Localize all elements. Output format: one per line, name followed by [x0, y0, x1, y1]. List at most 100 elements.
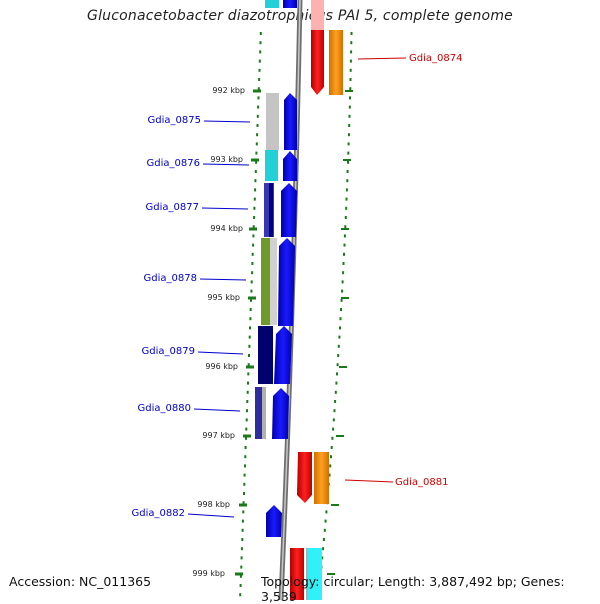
scale-dot-left [244, 464, 246, 468]
scale-dot-left [245, 427, 248, 431]
scale-dot-left [252, 243, 255, 247]
scale-dot-right [345, 188, 348, 192]
scale-dot-left [257, 96, 260, 100]
scale-dot-right [345, 197, 348, 201]
scale-dot-left [251, 271, 254, 275]
scale-dot-right [321, 556, 324, 560]
gene-arrow-gdia-0881 [297, 452, 312, 503]
scale-dot-left [248, 344, 251, 348]
gene-label-gdia-0879: Gdia_0879 [142, 346, 195, 357]
gene-arrow-bottom-red [290, 548, 304, 600]
scale-dot-left [258, 78, 261, 81]
scale-dot-right [340, 308, 342, 311]
cog-box-gdia-0881 [314, 452, 329, 504]
scale-dot-right [349, 59, 352, 63]
scale-dot-left [241, 519, 244, 523]
scale-dot-left [240, 565, 243, 569]
scale-dot-left [242, 501, 245, 505]
scale-dot-right [348, 124, 351, 127]
scale-dot-right [346, 179, 349, 183]
scale-dot-right [323, 528, 326, 532]
scale-dot-left [253, 206, 256, 210]
gene-arrow-gdia-0880 [272, 388, 289, 439]
scale-dot-right [341, 280, 344, 284]
scale-dot-right [342, 271, 345, 275]
scale-dot-left [247, 372, 250, 376]
scale-dot-right [341, 289, 344, 293]
scale-dot-right [330, 446, 333, 449]
reverse-genes [266, 0, 297, 537]
gene-label-gdia-0874: Gdia_0874 [409, 53, 462, 64]
scale-dot-right [333, 409, 336, 413]
scale-dot-right [350, 50, 353, 54]
scale-dot-right [344, 225, 347, 229]
scale-dot-left [255, 142, 258, 146]
scale-dot-left [253, 216, 256, 219]
gene-arrow-gdia-0882 [266, 505, 282, 537]
scale-dot-left [259, 32, 262, 35]
scale-dot-left [258, 68, 261, 72]
gene-label-gdia-0880: Gdia_0880 [138, 403, 191, 414]
scale-dots [239, 32, 353, 597]
scale-dot-right [343, 243, 346, 247]
scale-dot-right [329, 464, 332, 468]
right-gene-labels: Gdia_0874 Gdia_0881 [344, 53, 462, 488]
scale-dot-left [252, 234, 255, 238]
scale-dot-right [335, 381, 338, 385]
accession-text: Accession: NC_011365 [9, 574, 152, 589]
gene-label-gdia-0878: Gdia_0878 [144, 273, 197, 284]
scale-dot-left [257, 87, 260, 91]
cog-box-top [265, 0, 279, 8]
scale-dot-left [254, 179, 257, 183]
cog-box-gdia-0880b [262, 387, 266, 439]
cog-box-gdia-0876 [265, 150, 278, 181]
scale-dot-left [240, 547, 243, 551]
scale-dot-left [259, 41, 262, 45]
scale-dot-right [322, 538, 325, 541]
gene-arrow-gdia-0876 [283, 151, 297, 181]
cog-boxes [255, 0, 324, 439]
scale-dot-right [334, 400, 337, 403]
gene-arrow-gdia-0877 [281, 183, 297, 237]
scale-dot-right [332, 418, 335, 422]
tick-label-994: 994 kbp [210, 224, 243, 233]
scale-dot-right [347, 160, 349, 164]
cog-box-bottom-cyan [307, 548, 322, 600]
scale-dot-right [337, 344, 340, 348]
scale-dot-right [334, 390, 337, 394]
cog-box-bottom-cyan-edge [306, 548, 308, 600]
scale-dot-left [249, 317, 252, 321]
scale-dot-left [244, 455, 247, 459]
scale-dot-left [244, 446, 247, 449]
scale-dot-left [256, 133, 259, 137]
cog-box-gdia-0879 [258, 326, 273, 384]
scale-dot-right [350, 32, 353, 35]
scale-dot-right [345, 206, 348, 210]
scale-dot-right [342, 262, 345, 265]
tick-label-998: 998 kbp [197, 500, 230, 509]
scale-dot-left [249, 308, 252, 311]
scale-dot-left [247, 381, 249, 385]
scale-dot-right [350, 41, 353, 45]
scale-dot-right [347, 151, 350, 155]
forward-genes [290, 30, 343, 600]
tick-label-995: 995 kbp [207, 293, 240, 302]
gene-label-gdia-0876: Gdia_0876 [147, 158, 200, 169]
scale-dot-right [339, 317, 342, 321]
scale-dot-left [250, 298, 252, 302]
scale-dot-left [246, 400, 249, 403]
cog-box-gdia-0878 [261, 238, 270, 325]
scale-dot-left [256, 114, 259, 118]
scale-dot-left [253, 197, 256, 201]
scale-dot-left [239, 584, 242, 587]
scale-dot-left [248, 335, 251, 339]
scale-dot-left [245, 418, 248, 422]
scale-dot-left [250, 289, 253, 293]
scale-dot-left [243, 482, 246, 486]
tick-label-997: 997 kbp [202, 431, 235, 440]
scale-dot-right [343, 252, 345, 256]
scale-dot-left [250, 280, 253, 284]
scale-dot-right [349, 68, 352, 72]
scale-dot-left [240, 556, 243, 560]
